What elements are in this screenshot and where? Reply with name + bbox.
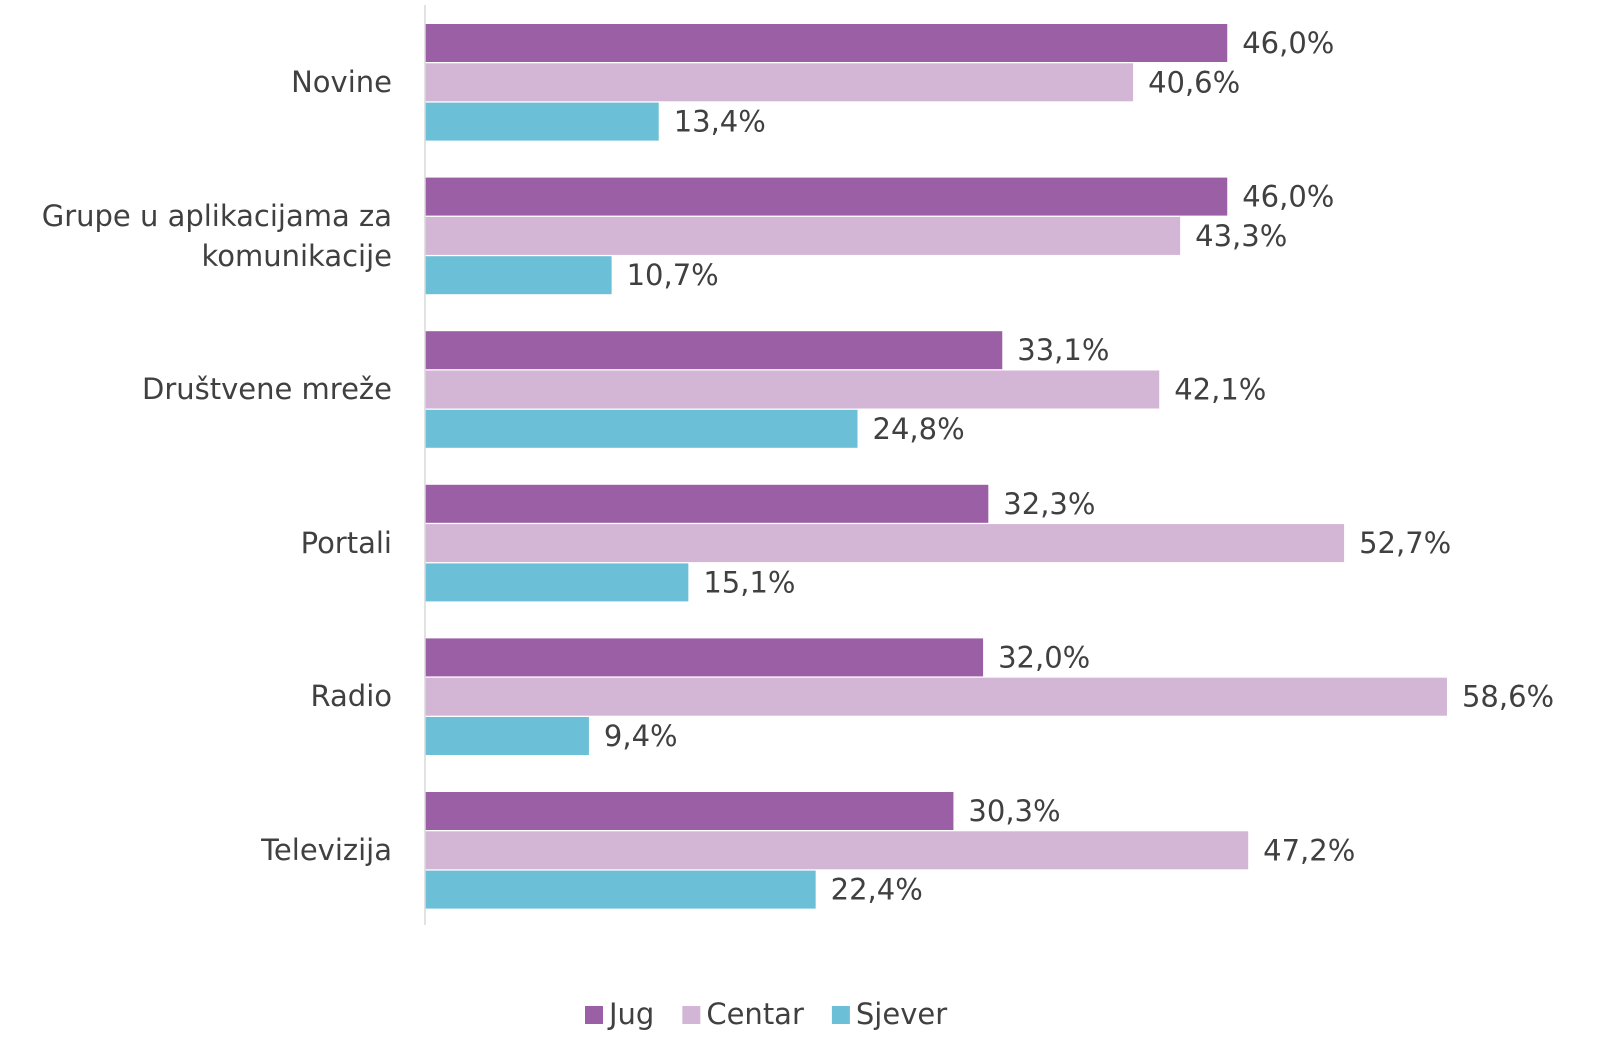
bar [425,677,1447,716]
data-label: 13,4% [674,105,766,139]
data-label: 46,0% [1242,180,1334,214]
legend-label: Centar [706,997,804,1031]
legend-swatch [831,1006,850,1024]
bar [425,177,1228,216]
data-label: 46,0% [1242,26,1334,60]
bar [425,638,984,677]
data-label: 47,2% [1263,833,1355,867]
data-label: 15,1% [703,565,795,599]
category-label: Radio [310,679,393,714]
bar [425,524,1345,563]
bar [425,102,659,141]
category-label: Grupe u aplikacijama za komunikacije [41,198,392,273]
bar [425,484,989,523]
data-label: 9,4% [604,719,678,753]
bar [425,792,954,830]
bar [425,831,1249,870]
bar [425,563,689,602]
data-label: 42,1% [1174,373,1266,407]
data-label: 58,6% [1462,680,1554,714]
data-label: 24,8% [873,412,965,446]
category-label: Portali [300,525,392,560]
bar [425,870,816,909]
legend-label: Sjever [856,997,947,1031]
category-label: Društvene mreže [142,372,392,407]
bar [425,331,1003,370]
category-label: Televizija [261,832,392,867]
bar [425,216,1181,255]
bar [425,370,1160,409]
data-label: 32,0% [998,640,1090,674]
data-label: 32,3% [1003,487,1095,521]
bar [425,63,1134,102]
data-label: 30,3% [968,794,1060,828]
data-label: 22,4% [831,873,923,907]
bar [425,24,1228,62]
category-label: Novine [291,64,392,99]
legend-label: Jug [607,997,654,1031]
legend-swatch [682,1006,701,1024]
data-label: 43,3% [1195,219,1287,253]
data-label: 33,1% [1017,333,1109,367]
legend-swatch [585,1006,603,1024]
bar [425,717,589,755]
data-label: 52,7% [1359,526,1451,560]
data-label: 40,6% [1148,65,1240,99]
data-label: 10,7% [627,258,719,292]
bar [425,409,858,448]
bar [425,256,612,295]
